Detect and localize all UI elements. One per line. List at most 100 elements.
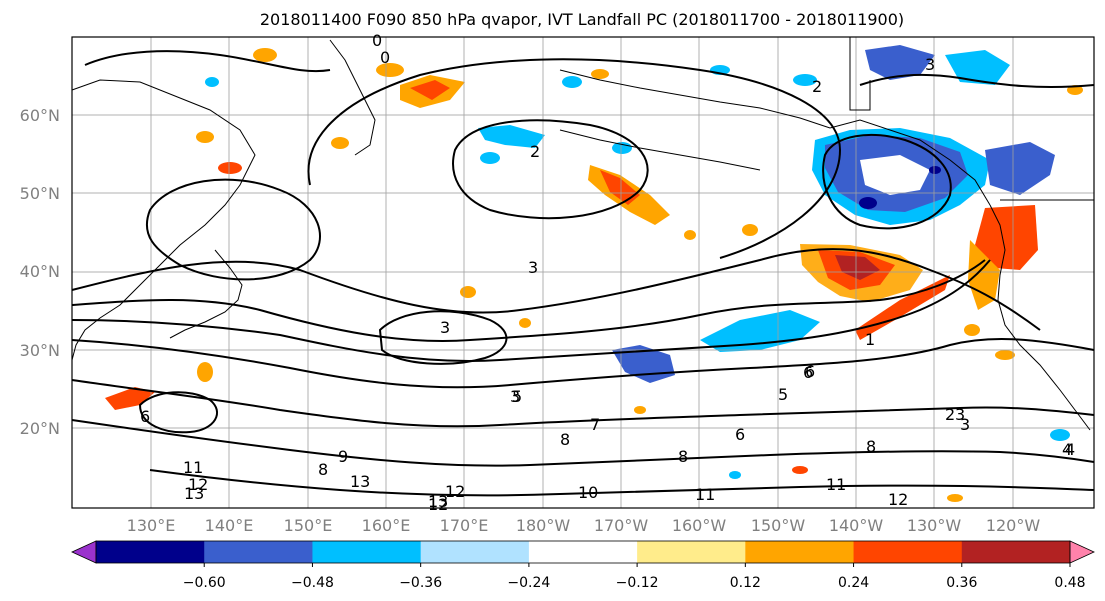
contour-label: 13	[428, 492, 448, 511]
contour-label: 0	[380, 48, 390, 67]
colorbar-tick-label: 0.36	[946, 575, 977, 591]
contour-label: 0	[372, 31, 382, 50]
lon-label: 130°W	[907, 516, 962, 535]
colorbar-arrow-right	[1069, 540, 1095, 564]
contour-label: 1	[865, 330, 875, 349]
negative-anomaly-gulf-alaska-hole	[860, 155, 930, 195]
colorbar-segment	[96, 541, 205, 563]
positive-anomaly-gulf-core	[600, 170, 640, 205]
alaska-coastline	[559, 69, 991, 206]
contour-label: 12	[188, 475, 208, 494]
colorbar-tick-label: −0.60	[183, 575, 226, 591]
positive-blob	[964, 324, 980, 336]
colorbar-segment	[745, 541, 855, 563]
colorbar-segment	[528, 541, 638, 563]
contour-label: 4	[1065, 440, 1075, 459]
negative-blob	[793, 74, 817, 86]
colorbar-tick-label: 0.48	[1054, 575, 1085, 591]
contour-loop-midlat	[452, 119, 649, 220]
contour-line	[71, 338, 1095, 389]
colorbar-tick-label: −0.24	[507, 575, 550, 591]
negative-anomaly-north-east	[945, 50, 1010, 85]
lon-label: 140°E	[205, 516, 254, 535]
positive-anomaly-coast-outer	[968, 240, 1000, 310]
negative-anomaly-midlat	[478, 125, 545, 148]
colorbar-arrow-left	[71, 540, 97, 564]
contour-label: 3	[510, 387, 520, 406]
contour-loop-north	[307, 58, 842, 259]
positive-blob	[995, 350, 1015, 360]
positive-blob	[684, 230, 696, 240]
colorbar-segment	[312, 541, 422, 563]
latitude-labels: 60°N 50°N 40°N 30°N 20°N	[20, 106, 60, 438]
contour-label: 11	[183, 458, 203, 477]
negative-blob	[562, 76, 582, 88]
lon-label: 160°W	[672, 516, 727, 535]
contour-line-northeast	[859, 73, 1095, 88]
positive-blob	[634, 406, 646, 414]
lat-label-20N: 20°N	[20, 419, 60, 438]
negative-blob	[480, 152, 500, 164]
lon-label: 170°E	[440, 516, 489, 535]
colorbar-segment	[637, 541, 746, 563]
contour-line	[71, 419, 1095, 467]
lat-label-50N: 50°N	[20, 184, 60, 203]
japan-coastline	[169, 249, 243, 339]
contour-label: 6	[803, 363, 813, 382]
lon-label: 160°E	[362, 516, 411, 535]
contour-label: 12	[428, 495, 448, 514]
colorbar-tick-label: 0.12	[730, 575, 761, 591]
coastlines	[71, 37, 1094, 431]
contour-loop-southwest	[138, 391, 219, 434]
figure-title: 2018011400 F090 850 hPa qvapor, IVT Land…	[260, 10, 904, 29]
lon-label: 150°E	[284, 516, 333, 535]
positive-anomaly-core-dark	[835, 255, 880, 280]
positive-blob	[947, 494, 963, 502]
colorbar-segment	[853, 541, 963, 563]
positive-anomaly-coast	[975, 205, 1038, 270]
positive-anomaly-kamchatka-core	[410, 80, 450, 100]
positive-blob	[331, 137, 349, 149]
positive-anomaly-west	[105, 387, 155, 410]
contour-label: 10	[578, 483, 598, 502]
positive-blob	[196, 131, 214, 143]
contour-label: 2	[945, 405, 955, 424]
contour-label: 11	[695, 485, 715, 504]
lon-label: 130°E	[127, 516, 176, 535]
contour-label: 3	[955, 405, 965, 424]
contour-label: 9	[338, 447, 348, 466]
contour-label: 3	[440, 318, 450, 337]
negative-blob	[612, 142, 632, 154]
positive-blob	[792, 466, 808, 474]
contour-label: 2	[530, 142, 540, 161]
lon-label: 140°W	[829, 516, 884, 535]
negative-blob	[1050, 429, 1070, 441]
contour-label: 3	[528, 258, 538, 277]
negative-anomaly-subtropical	[700, 310, 820, 352]
north-america-west-coast	[989, 204, 1091, 431]
colorbar: −0.60 −0.48 −0.36 −0.24 −0.12 0.12 0.24 0.36 0.4…	[71, 540, 1095, 591]
lon-label: 170°W	[594, 516, 649, 535]
contour-label: 5	[512, 387, 522, 406]
contour-label: 7	[590, 415, 600, 434]
contour-label: 12	[445, 482, 465, 501]
positive-blob	[376, 63, 404, 77]
contour-label: 8	[678, 447, 688, 466]
negative-blob	[729, 471, 741, 479]
negative-blob	[205, 77, 219, 87]
map-border	[71, 36, 1095, 509]
colorbar-tick-label: −0.36	[399, 575, 442, 591]
contour-label: 8	[560, 430, 570, 449]
contour-label: 11	[826, 475, 846, 494]
positive-blob	[742, 224, 758, 236]
lat-label-40N: 40°N	[20, 262, 60, 281]
contour-line	[149, 469, 1095, 497]
contour-loop-gulf-alaska	[822, 134, 952, 230]
positive-blob	[218, 162, 242, 174]
negative-anomaly-canada	[985, 142, 1055, 195]
contour-label: 6	[735, 425, 745, 444]
positive-blob	[591, 69, 609, 79]
colorbar-segment	[961, 541, 1071, 563]
contour-label: 13	[184, 484, 204, 503]
